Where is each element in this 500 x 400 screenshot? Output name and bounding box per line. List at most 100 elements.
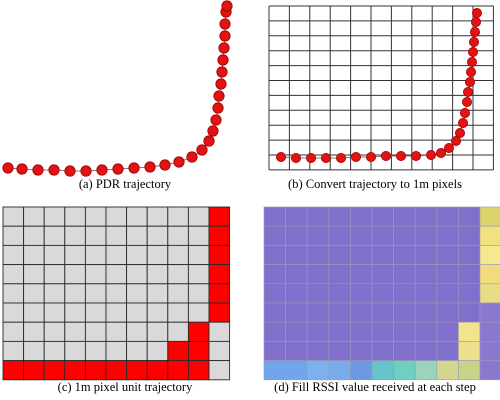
background-pixel	[263, 321, 286, 342]
background-pixel	[414, 321, 438, 342]
trajectory-point	[203, 135, 215, 147]
trajectory-point	[470, 16, 481, 27]
empty-pixel	[105, 225, 128, 246]
trajectory-point	[457, 118, 468, 129]
trajectory-point	[207, 125, 219, 137]
background-pixel	[285, 302, 308, 323]
background-pixel	[285, 225, 308, 246]
trajectory-point	[471, 7, 482, 18]
rssi-pixel	[306, 360, 330, 381]
background-pixel	[458, 264, 481, 285]
empty-pixel	[2, 244, 25, 266]
trajectory-point	[159, 159, 171, 171]
trajectory-pixel	[146, 360, 169, 381]
empty-pixel	[187, 225, 210, 246]
trajectory-point	[450, 135, 461, 146]
trajectory-point	[212, 102, 224, 114]
trajectory-point	[219, 18, 231, 30]
trajectory-pixel	[84, 360, 107, 381]
trajectory-pixel	[187, 360, 210, 381]
panel-d-rssi-fill: (d) Fill RSSI value received at each ste…	[250, 200, 500, 400]
background-pixel	[263, 225, 286, 246]
trajectory-point	[2, 162, 14, 174]
background-pixel	[393, 245, 416, 265]
trajectory-point	[221, 0, 233, 12]
rssi-pixel	[479, 283, 500, 304]
empty-pixel	[146, 225, 169, 246]
empty-pixel	[187, 302, 210, 323]
rssi-pixel	[479, 206, 500, 227]
empty-pixel	[208, 321, 231, 342]
empty-pixel	[43, 244, 66, 266]
background-pixel	[285, 245, 308, 265]
trajectory-point	[351, 151, 362, 162]
rssi-pixel	[479, 341, 500, 361]
background-pixel	[263, 341, 286, 361]
empty-pixel	[2, 340, 25, 362]
trajectory-point	[306, 152, 317, 163]
trajectory-point	[48, 164, 60, 176]
trajectory-point	[32, 164, 44, 176]
empty-pixel	[23, 321, 45, 342]
trajectory-line	[280, 12, 478, 159]
background-pixel	[306, 302, 330, 323]
pixel-grid-with-trajectory	[268, 5, 494, 171]
rssi-grid	[263, 206, 500, 381]
background-pixel	[306, 245, 330, 265]
empty-pixel	[64, 225, 86, 246]
background-pixel	[306, 283, 330, 304]
background-pixel	[350, 264, 373, 285]
caption-c: (c) 1m pixel unit trajectory	[57, 380, 193, 394]
background-pixel	[393, 206, 416, 227]
background-pixel	[414, 245, 438, 265]
background-pixel	[285, 341, 308, 361]
empty-pixel	[64, 206, 86, 227]
trajectory-point	[468, 37, 479, 48]
empty-pixel	[105, 206, 128, 227]
background-pixel	[285, 283, 308, 304]
empty-pixel	[64, 340, 86, 362]
empty-pixel	[167, 206, 189, 227]
empty-pixel	[105, 340, 128, 362]
background-pixel	[371, 245, 394, 265]
background-pixel	[350, 283, 373, 304]
background-pixel	[371, 302, 394, 323]
background-pixel	[285, 321, 308, 342]
background-pixel	[328, 341, 351, 361]
background-pixel	[436, 225, 459, 246]
empty-pixel	[84, 302, 107, 323]
empty-pixel	[23, 302, 45, 323]
trajectory-point	[469, 26, 480, 37]
empty-pixel	[126, 340, 148, 362]
background-pixel	[306, 321, 330, 342]
empty-pixel	[167, 244, 189, 266]
trajectory-point	[186, 151, 198, 163]
empty-pixel	[43, 264, 66, 285]
trajectory-pixel	[23, 360, 45, 381]
empty-pixel	[64, 321, 86, 342]
background-pixel	[328, 264, 351, 285]
background-pixel	[393, 321, 416, 342]
rssi-pixel	[479, 321, 500, 342]
empty-pixel	[126, 244, 148, 266]
background-pixel	[458, 206, 481, 227]
background-pixel	[328, 283, 351, 304]
trajectory-point	[275, 151, 286, 162]
background-pixel	[328, 321, 351, 342]
background-pixel	[393, 264, 416, 285]
empty-pixel	[43, 283, 66, 304]
trajectory-point	[410, 150, 421, 161]
background-pixel	[436, 283, 459, 304]
trajectory-point	[461, 97, 472, 108]
panel-b-convert-to-pixels: (b) Convert trajectory to 1m pixels	[250, 0, 500, 200]
background-pixel	[263, 245, 286, 265]
background-pixel	[306, 264, 330, 285]
background-pixel	[263, 302, 286, 323]
empty-pixel	[105, 283, 128, 304]
empty-pixel	[146, 264, 169, 285]
background-pixel	[285, 206, 308, 227]
panel-a-pdr-trajectory: (a) PDR trajectory	[0, 0, 250, 200]
empty-pixel	[23, 264, 45, 285]
rssi-pixel	[479, 264, 500, 285]
background-pixel	[371, 341, 394, 361]
